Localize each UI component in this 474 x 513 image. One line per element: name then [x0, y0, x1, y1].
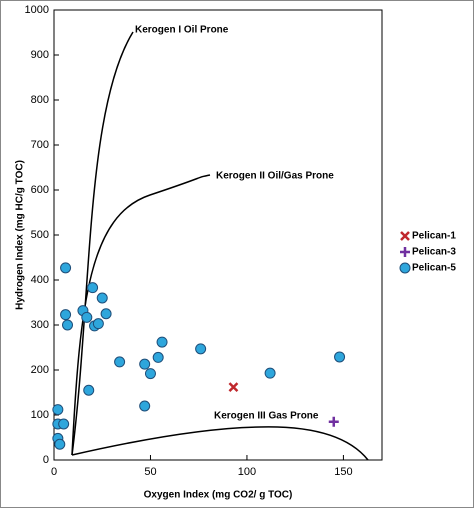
point — [152, 351, 164, 363]
point — [139, 400, 151, 412]
point — [60, 309, 72, 321]
legend-label: Pelican-5 — [412, 263, 456, 274]
x-tick-label: 100 — [238, 466, 256, 478]
point — [58, 418, 70, 430]
legend-marker — [400, 231, 410, 241]
point — [87, 282, 99, 294]
y-tick-label: 500 — [31, 229, 49, 241]
point — [83, 384, 95, 396]
point — [328, 416, 339, 427]
kerogen-ii-curve — [71, 174, 211, 456]
y-tick-label: 300 — [31, 319, 49, 331]
y-tick-label: 0 — [43, 454, 49, 466]
point — [52, 404, 64, 416]
point — [264, 367, 276, 379]
kerogen-iii-curve — [71, 426, 369, 461]
legend-label: Pelican-3 — [412, 247, 456, 258]
annotation: Kerogen III Gas Prone — [214, 411, 319, 422]
y-tick-label: 400 — [31, 274, 49, 286]
legend-marker — [400, 247, 410, 257]
point — [334, 351, 346, 363]
y-axis-label: Hydrogen Index (mg HC/g TOC) — [15, 160, 26, 310]
y-tick-label: 700 — [31, 139, 49, 151]
point — [96, 292, 108, 304]
point — [54, 438, 66, 450]
point — [139, 358, 151, 370]
legend-marker — [399, 262, 411, 274]
point — [156, 336, 168, 348]
point — [114, 356, 126, 368]
x-tick-label: 150 — [334, 466, 352, 478]
annotation: Kerogen I Oil Prone — [135, 25, 229, 36]
y-tick-label: 800 — [31, 94, 49, 106]
point — [144, 368, 156, 380]
x-tick-label: 50 — [144, 466, 156, 478]
point — [228, 382, 239, 392]
point — [100, 308, 112, 320]
y-tick-label: 1000 — [25, 4, 49, 16]
point — [195, 343, 207, 355]
legend-label: Pelican-1 — [412, 231, 456, 242]
annotation: Kerogen II Oil/Gas Prone — [216, 171, 334, 182]
x-tick-label: 0 — [51, 466, 57, 478]
y-tick-label: 200 — [31, 364, 49, 376]
y-tick-label: 600 — [31, 184, 49, 196]
x-axis-label: Oxygen Index (mg CO2/ g TOC) — [144, 490, 293, 501]
point — [92, 318, 104, 330]
point — [62, 319, 74, 331]
kerogen-i-curve — [71, 31, 134, 456]
point — [60, 262, 72, 274]
point — [81, 311, 93, 323]
y-tick-label: 100 — [31, 409, 49, 421]
y-tick-label: 900 — [31, 49, 49, 61]
